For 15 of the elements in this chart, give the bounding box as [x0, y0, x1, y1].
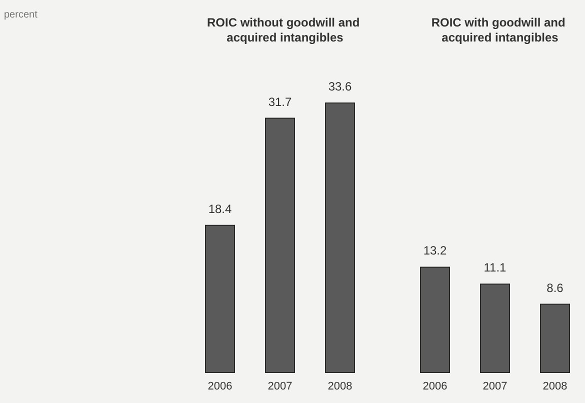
chart-title: ROIC with goodwill and acquired intangibles — [431, 16, 569, 44]
data-label: 31.7 — [268, 94, 292, 109]
data-label: 33.6 — [328, 79, 352, 94]
x-tick-label: 2006 — [208, 380, 232, 392]
chart-title: ROIC without goodwill and acquired intangibles — [207, 16, 363, 44]
x-tick-label: 2008 — [328, 380, 352, 392]
x-tick-label: 2008 — [542, 380, 568, 392]
x-tick-label: 2007 — [482, 380, 508, 392]
x-tick-label: 2006 — [422, 380, 448, 392]
y-axis-title: percent — [4, 10, 38, 20]
data-label: 11.1 — [484, 260, 507, 275]
x-tick-label: 2007 — [268, 380, 292, 392]
data-label: 8.6 — [546, 280, 564, 295]
data-label: 18.4 — [208, 202, 232, 216]
data-label: 13.2 — [423, 244, 447, 258]
